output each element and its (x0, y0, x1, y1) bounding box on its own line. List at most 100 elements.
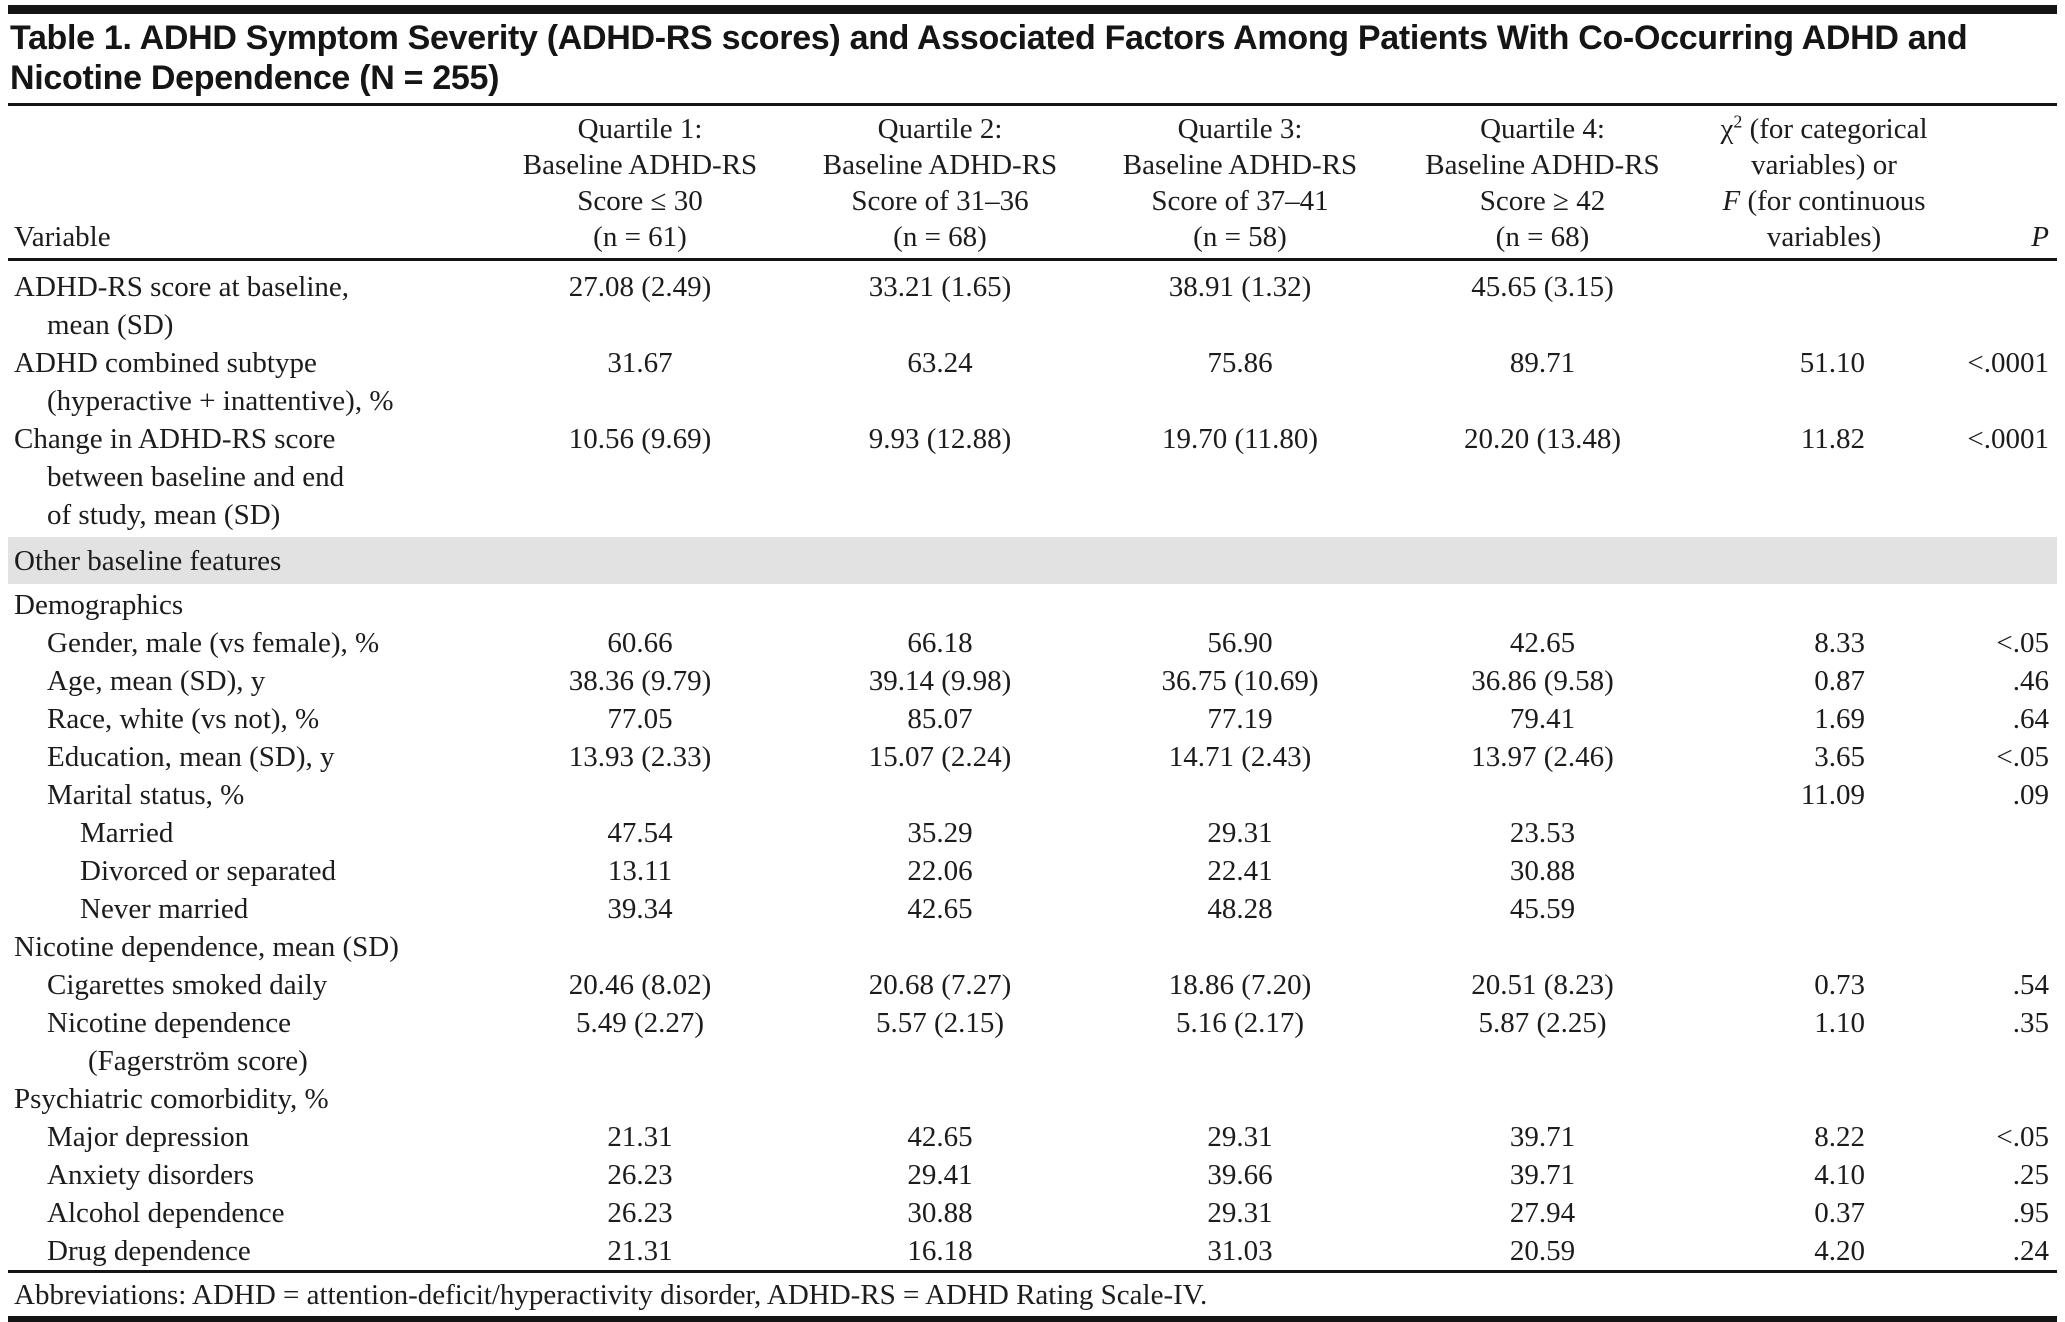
cell-q4: 13.97 (2.46) (1471, 741, 1614, 773)
cell-statistic: 3.65 (1814, 741, 1865, 773)
row-label: ADHD-RS score at baseline, mean (SD) (14, 271, 350, 341)
cell-q2 (790, 776, 1090, 814)
cell-p-value (1953, 814, 2057, 852)
row-label: Major depression (47, 1121, 250, 1153)
cell-q2: 35.29 (907, 817, 973, 849)
cell-q4: 42.65 (1509, 627, 1576, 659)
row-label: Anxiety disorders (47, 1159, 254, 1191)
cell-q2: 20.68 (7.27) (868, 969, 1012, 1001)
cell-p-value (1953, 260, 2057, 345)
f-statistic-symbol: F (1722, 185, 1741, 217)
cell-q2: 42.65 (907, 893, 973, 925)
cell-q3: 18.86 (7.20) (1168, 969, 1312, 1001)
cell-q1: 10.56 (9.69) (568, 423, 712, 455)
cell-p-value: .54 (2012, 969, 2049, 1001)
header-row: Variable Quartile 1: Baseline ADHD-RS Sc… (8, 106, 2057, 261)
cell-statistic: 51.10 (1799, 347, 1865, 379)
row-label: Alcohol dependence (47, 1197, 285, 1229)
cell-q4: 20.59 (1509, 1235, 1576, 1267)
table-row: Drug dependence 21.31 16.18 31.03 20.59 … (8, 1232, 2057, 1270)
cell-statistic: 1.10 (1814, 1007, 1865, 1039)
row-label: Age, mean (SD), y (47, 665, 266, 697)
cell-p-value: <.05 (1996, 1121, 2049, 1153)
cell-q4: 27.94 (1509, 1197, 1576, 1229)
cell-p-value: .95 (2012, 1197, 2049, 1229)
cell-p-value: .25 (2012, 1159, 2049, 1191)
row-label: Gender, male (vs female), % (47, 627, 380, 659)
footnote: Abbreviations: ADHD = attention-deficit/… (14, 1279, 1208, 1311)
cell-q1: 27.08 (2.49) (568, 271, 712, 303)
cell-q1 (490, 776, 790, 814)
cell-q3: 39.66 (1207, 1159, 1273, 1191)
data-table: Variable Quartile 1: Baseline ADHD-RS Sc… (8, 106, 2057, 1270)
cell-q1: 26.23 (607, 1159, 673, 1191)
cell-q1: 26.23 (607, 1197, 673, 1229)
table-row: Married 47.54 35.29 29.31 23.53 (8, 814, 2057, 852)
row-label: Divorced or separated (80, 855, 337, 887)
cell-q3: 48.28 (1207, 893, 1273, 925)
cell-p-value: <.0001 (1967, 423, 2049, 455)
cell-q1: 13.93 (2.33) (568, 741, 712, 773)
cell-statistic: 0.87 (1814, 665, 1865, 697)
table-row: Major depression 21.31 42.65 29.31 39.71… (8, 1118, 2057, 1156)
cell-q3: 77.19 (1207, 703, 1273, 735)
cell-p-value: .09 (2012, 779, 2049, 811)
section-header-label: Other baseline features (8, 534, 2057, 586)
table-row: Psychiatric comorbidity, % (8, 1080, 2057, 1118)
cell-p-value: .64 (2012, 703, 2049, 735)
cell-q2: 5.57 (2.15) (875, 1007, 1005, 1039)
cell-statistic: 11.82 (1800, 423, 1865, 455)
row-label: Demographics (14, 589, 184, 621)
table-row: Demographics (8, 585, 2057, 624)
table-row: ADHD combined subtype (hyperactive + ina… (8, 344, 2057, 420)
cell-q3: 14.71 (2.43) (1168, 741, 1312, 773)
table-row: Cigarettes smoked daily 20.46 (8.02) 20.… (8, 966, 2057, 1004)
cell-q2: 9.93 (12.88) (868, 423, 1012, 455)
row-label: Race, white (vs not), % (47, 703, 320, 735)
cell-statistic: 11.09 (1800, 779, 1865, 811)
column-header-variable: Variable (8, 106, 490, 261)
column-header-p-value: P (1953, 106, 2057, 261)
cell-q4 (1390, 776, 1695, 814)
table-row: Divorced or separated 13.11 22.06 22.41 … (8, 852, 2057, 890)
cell-q2: 33.21 (1.65) (868, 271, 1012, 303)
cell-q4: 89.71 (1509, 347, 1576, 379)
column-header-quartile-3: Quartile 3: Baseline ADHD-RS Score of 37… (1090, 106, 1390, 261)
cell-q3: 22.41 (1207, 855, 1273, 887)
cell-q3: 75.86 (1207, 347, 1273, 379)
bottom-bar (8, 1316, 2057, 1322)
cell-p-value: <.0001 (1967, 347, 2049, 379)
row-label: Cigarettes smoked daily (47, 969, 328, 1001)
column-header-quartile-4: Quartile 4: Baseline ADHD-RS Score ≥ 42 … (1390, 106, 1695, 261)
cell-p-value: <.05 (1996, 627, 2049, 659)
cell-q1: 21.31 (607, 1121, 673, 1153)
cell-q3: 56.90 (1207, 627, 1273, 659)
cell-statistic: 0.73 (1814, 969, 1865, 1001)
table-row: Nicotine dependence (Fagerström score) 5… (8, 1004, 2057, 1080)
table-row: Anxiety disorders 26.23 29.41 39.66 39.7… (8, 1156, 2057, 1194)
cell-q4: 45.59 (1509, 893, 1576, 925)
cell-p-value: .35 (2012, 1007, 2049, 1039)
column-header-statistic: χ2 (for categorical variables) or F (for… (1695, 106, 1953, 261)
table-row: Never married 39.34 42.65 48.28 45.59 (8, 890, 2057, 928)
cell-q2: 22.06 (907, 855, 973, 887)
row-label: Drug dependence (47, 1235, 251, 1267)
row-label: Change in ADHD-RS score between baseline… (14, 423, 345, 531)
top-bar (8, 5, 2057, 14)
cell-q3: 38.91 (1.32) (1168, 271, 1312, 303)
cell-q3 (1090, 776, 1390, 814)
cell-q4: 79.41 (1509, 703, 1576, 735)
cell-q3: 5.16 (2.17) (1175, 1007, 1305, 1039)
cell-statistic: 1.69 (1814, 703, 1865, 735)
table-row: Race, white (vs not), % 77.05 85.07 77.1… (8, 700, 2057, 738)
chi-squared-superscript: 2 (1733, 111, 1743, 132)
cell-p-value: .46 (2012, 665, 2049, 697)
table-body: ADHD-RS score at baseline, mean (SD) 27.… (8, 260, 2057, 1271)
row-label: Psychiatric comorbidity, % (14, 1083, 329, 1115)
table-row: Age, mean (SD), y 38.36 (9.79) 39.14 (9.… (8, 662, 2057, 700)
cell-q3: 31.03 (1207, 1235, 1273, 1267)
cell-q1: 47.54 (607, 817, 673, 849)
cell-q3: 29.31 (1207, 1197, 1273, 1229)
row-label: Marital status, % (47, 779, 245, 811)
